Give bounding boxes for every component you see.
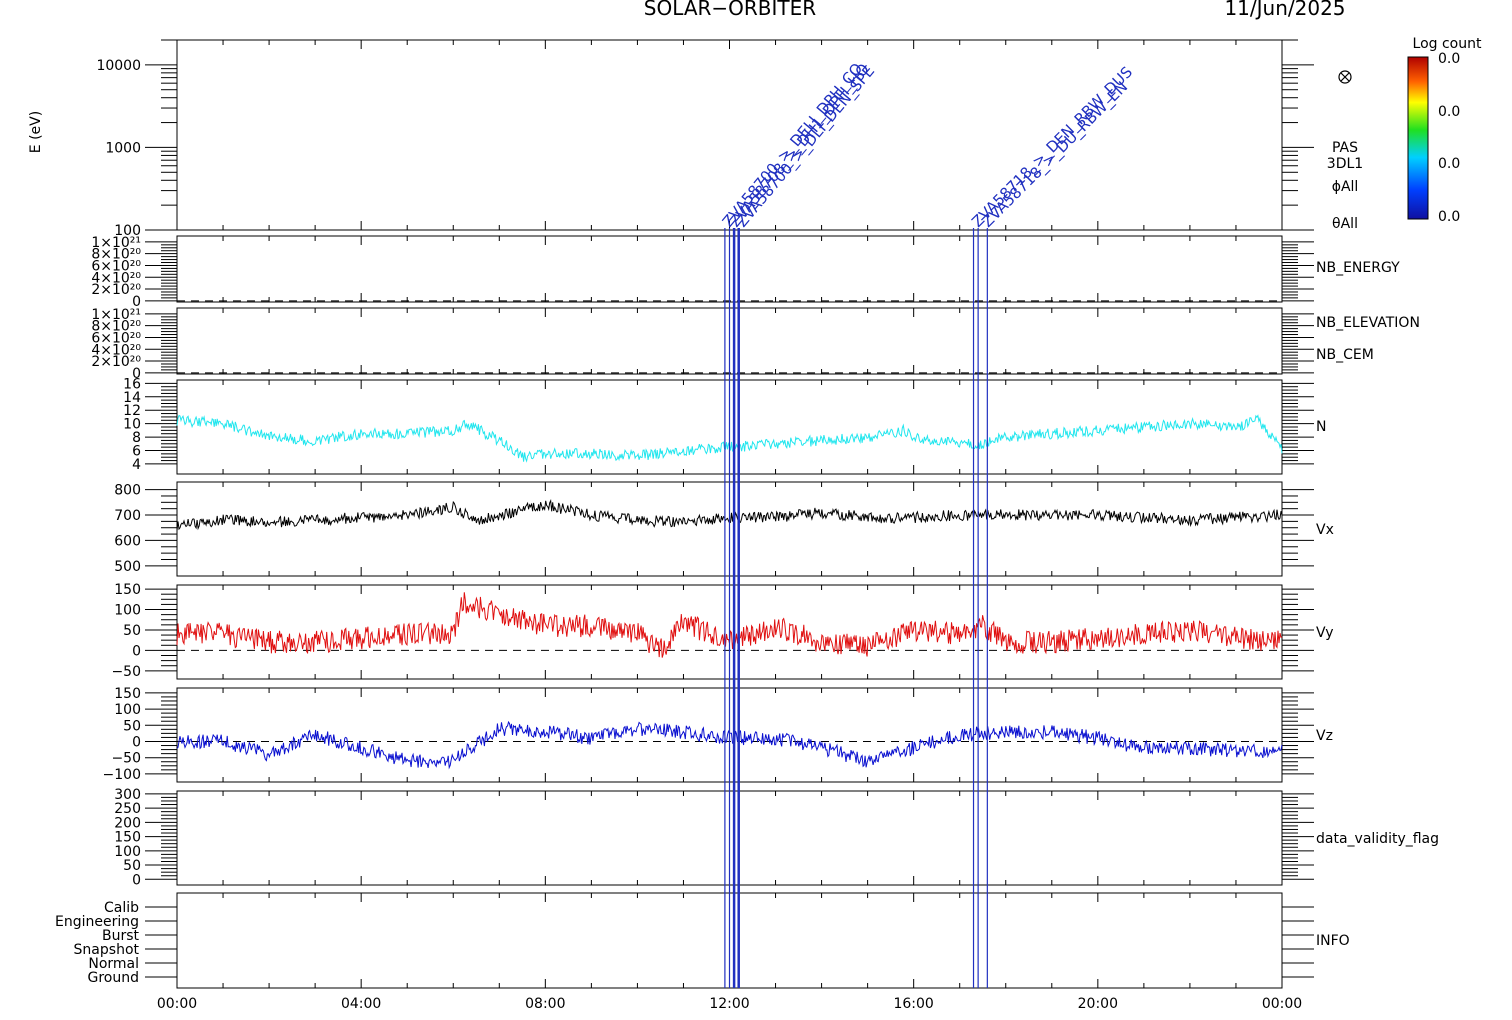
colorbar-tick-3: 0.0	[1438, 209, 1460, 225]
panel-8: CalibEngineeringBurstSnapshotNormalGroun…	[55, 892, 1314, 989]
y-tick-label-3-4: 8	[132, 430, 141, 446]
event-a-annotation-2: ZVA58700_>_DLI_DEN_SPE	[733, 62, 879, 231]
y-tick-label-2-5: 0	[132, 366, 141, 382]
colorbar	[1407, 56, 1429, 220]
info-row-label-5: Ground	[88, 970, 140, 986]
validity-label: data_validity_flag	[1316, 831, 1439, 847]
y-tick-label-1-0: 1×10²¹	[91, 235, 141, 251]
info-label: INFO	[1316, 933, 1350, 949]
y-tick-label-2-0: 1×10²¹	[91, 307, 141, 323]
panel-5: 150 100 50 0 −50	[111, 582, 1314, 680]
event-lines	[724, 228, 988, 988]
colorbar-tick-2: 0.0	[1438, 156, 1460, 172]
y-tick-label-7-5: 50	[123, 858, 141, 874]
pas-label: PAS	[1332, 140, 1358, 156]
x-tick-label-0: 00:00	[157, 996, 197, 1012]
nb-elevation-label: NB_ELEVATION	[1316, 315, 1420, 331]
x-tick-label-6: 00:00	[1262, 996, 1302, 1012]
event-b-annotation-1: ZVA58718_>_DU_RBW_EN	[978, 78, 1132, 232]
y-tick-label-7-0: 300	[114, 787, 141, 803]
plot-date: 11/Jun/2025	[1224, 0, 1345, 20]
y-tick-label-5-4: −50	[111, 664, 141, 680]
y-tick-label-1-2: 6×10²⁰	[91, 258, 141, 274]
x-tick-label-5: 20:00	[1078, 996, 1118, 1012]
dl-label: 3DL1	[1327, 156, 1363, 172]
x-tick-label-1: 04:00	[341, 996, 381, 1012]
y-tick-label-3-1: 14	[123, 390, 141, 406]
x-tick-label-3: 12:00	[709, 996, 749, 1012]
y-tick-label-5-2: 50	[123, 623, 141, 639]
x-tick-label-4: 16:00	[893, 996, 933, 1012]
y-tick-label-6-0: 150	[114, 686, 141, 702]
y-tick-label-4-1: 700	[114, 508, 141, 524]
n-label: N	[1316, 419, 1326, 435]
y-tick-label-1-3: 4×10²⁰	[91, 270, 141, 286]
y-tick-label-1-4: 2×10²⁰	[91, 282, 141, 298]
y-tick-label-1-1: 8×10²⁰	[91, 247, 141, 263]
y-tick-label-2-4: 2×10²⁰	[91, 354, 141, 370]
y-tick-label-7-4: 100	[114, 844, 141, 860]
colorbar-tick-1: 0.0	[1438, 104, 1460, 120]
x-tick-label-2: 08:00	[525, 996, 565, 1012]
y-tick-label-7-6: 0	[132, 872, 141, 888]
y-tick-label-6-2: 50	[123, 718, 141, 734]
orbit-symbol-icon	[1338, 70, 1352, 84]
panels: 1000010001001×10²¹8×10²⁰6×10²⁰4×10²⁰2×10…	[55, 39, 1314, 1012]
info-row-label-1: Engineering	[55, 914, 139, 930]
y-tick-label-7-1: 250	[114, 801, 141, 817]
y-tick-label-6-5: −100	[103, 767, 141, 783]
y-tick-label-3-2: 12	[123, 403, 141, 419]
y-tick-label-2-2: 6×10²⁰	[91, 330, 141, 346]
y-tick-label-3-6: 4	[132, 457, 141, 473]
info-row-label-3: Snapshot	[74, 942, 140, 958]
y-tick-label-4-0: 800	[114, 483, 141, 499]
vz-label: Vz	[1316, 728, 1333, 744]
plot-title: SOLAR−ORBITER	[644, 0, 816, 20]
y-tick-label-5-0: 150	[114, 582, 141, 598]
info-row-label-2: Burst	[102, 928, 140, 944]
vy-label: Vy	[1316, 625, 1334, 641]
y-tick-label-0-2: 100	[114, 223, 141, 239]
y-tick-label-5-3: 0	[132, 643, 141, 659]
panel-frame-0	[176, 39, 1283, 231]
colorbar-tick-0: 0.0	[1438, 51, 1460, 67]
event-annotations: ZVA58700_>_DELI_DPH_COZVA58708_>_DH1_DPH…	[719, 60, 1137, 232]
y-tick-label-7-2: 200	[114, 815, 141, 831]
nb-cem-label: NB_CEM	[1316, 347, 1374, 363]
info-row-label-0: Calib	[104, 900, 139, 916]
nb-energy-label: NB_ENERGY	[1316, 260, 1400, 276]
y-tick-label-5-1: 100	[114, 603, 141, 619]
y-tick-label-4-2: 600	[114, 533, 141, 549]
y-tick-label-7-3: 150	[114, 830, 141, 846]
y-tick-label-3-5: 6	[132, 444, 141, 460]
y-tick-label-3-3: 10	[123, 417, 141, 433]
colorbar-title: Log count	[1413, 36, 1482, 52]
panel-4: 800 700 600 500	[114, 481, 1314, 577]
info-row-label-4: Normal	[88, 956, 139, 972]
y-tick-label-3-0: 16	[123, 376, 141, 392]
y-tick-label-2-3: 4×10²⁰	[91, 342, 141, 358]
phi-label: ϕAll	[1332, 179, 1359, 195]
theta-label: θAll	[1332, 216, 1358, 232]
y-tick-label-6-1: 100	[114, 702, 141, 718]
y-tick-label-6-3: 0	[132, 734, 141, 750]
vx-label: Vx	[1316, 522, 1334, 538]
panel-0: 10000 1000 100	[96, 39, 1314, 239]
y-tick-label-1-5: 0	[132, 294, 141, 310]
y-tick-label-4-3: 500	[114, 559, 141, 575]
y-tick-label-0-0: 10000	[96, 58, 141, 74]
y-tick-label-0-1: 1000	[105, 140, 141, 156]
energy-ylabel: E (eV)	[28, 111, 44, 153]
y-tick-label-6-4: −50	[111, 751, 141, 767]
y-tick-label-2-1: 8×10²⁰	[91, 319, 141, 335]
